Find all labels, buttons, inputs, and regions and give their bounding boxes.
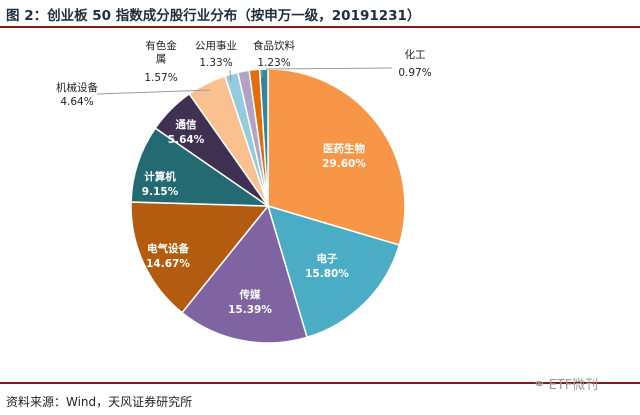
pie-slice-2 — [266, 204, 401, 339]
slice-value-label: 1.57% — [144, 72, 177, 84]
source-note: 资料来源：Wind，天风证券研究所 — [6, 395, 193, 409]
slice-value-label: 29.60% — [322, 158, 366, 170]
pie-slice-3 — [180, 204, 308, 344]
leader-line — [265, 67, 393, 70]
pie-labels: 医药生物 29.60% 电子 15.80% 传媒 15.39% 电气设备 14.67% 计算机 9… — [56, 39, 432, 316]
slice-label: 电子 — [317, 252, 338, 265]
slice-value-label: 5.64% — [168, 134, 205, 146]
slice-value-label: 14.67% — [146, 258, 190, 270]
slice-label: 食品饮料 — [253, 39, 295, 52]
slice-label-cont: 属 — [156, 53, 167, 65]
figure-title: 图 2：创业板 50 指数成分股行业分布（按申万一级，20191231） — [6, 8, 421, 24]
pie-slice-5 — [130, 127, 271, 207]
slice-label: 化工 — [405, 48, 426, 61]
slice-label: 传媒 — [239, 288, 261, 301]
title-divider — [0, 26, 640, 28]
leader-line — [96, 89, 211, 95]
slice-label: 计算机 — [144, 170, 176, 183]
slice-value-label: 1.23% — [257, 57, 290, 69]
slice-label: 公用事业 — [195, 39, 237, 52]
watermark-text: ETF微刊 — [548, 378, 599, 393]
slice-value-label: 4.64% — [60, 96, 93, 108]
wechat-icon: ⚭ — [533, 375, 546, 393]
slice-label: 有色金 — [145, 39, 177, 52]
slice-label: 通信 — [176, 118, 197, 131]
slice-value-label: 1.33% — [199, 57, 232, 69]
leader-line — [229, 69, 232, 83]
slice-value-label: 15.39% — [228, 304, 272, 316]
slice-value-label: 15.80% — [305, 268, 349, 280]
source-divider — [0, 382, 640, 384]
slice-label: 机械设备 — [56, 81, 98, 94]
pie-slice-1 — [267, 68, 406, 247]
watermark: ⚭ ETF微刊 — [533, 374, 598, 393]
slice-label: 医药生物 — [323, 142, 365, 155]
slice-label: 电气设备 — [147, 242, 189, 255]
pie-slices — [130, 68, 406, 344]
pie-slice-4 — [130, 201, 270, 314]
slice-value-label: 9.15% — [142, 186, 179, 198]
slice-value-label: 0.97% — [398, 67, 431, 79]
